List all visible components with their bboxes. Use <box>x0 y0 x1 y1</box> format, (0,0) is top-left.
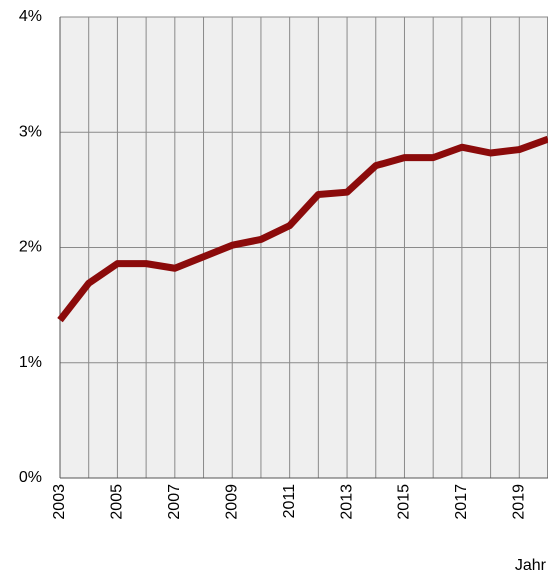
x-tick-label: 2003 <box>51 484 68 520</box>
x-tick-label: 2009 <box>223 484 240 520</box>
x-tick-label: 2005 <box>109 484 126 520</box>
x-tick-label: 2011 <box>281 484 298 519</box>
x-axis-label: Jahr <box>515 557 547 574</box>
y-tick-label: 3% <box>19 123 42 140</box>
line <box>57 135 548 323</box>
y-tick-label: 4% <box>19 8 42 25</box>
x-tick-label: 2007 <box>166 484 183 520</box>
x-tick-label: 2013 <box>338 484 355 520</box>
y-tick-label: 0% <box>19 469 42 486</box>
y-tick-label: 1% <box>19 354 42 371</box>
y-tick-label: 2% <box>19 239 42 256</box>
x-tick-label: 2015 <box>396 484 413 520</box>
x-tick-label: 2017 <box>453 484 470 520</box>
x-tick-label: 2019 <box>511 484 528 520</box>
